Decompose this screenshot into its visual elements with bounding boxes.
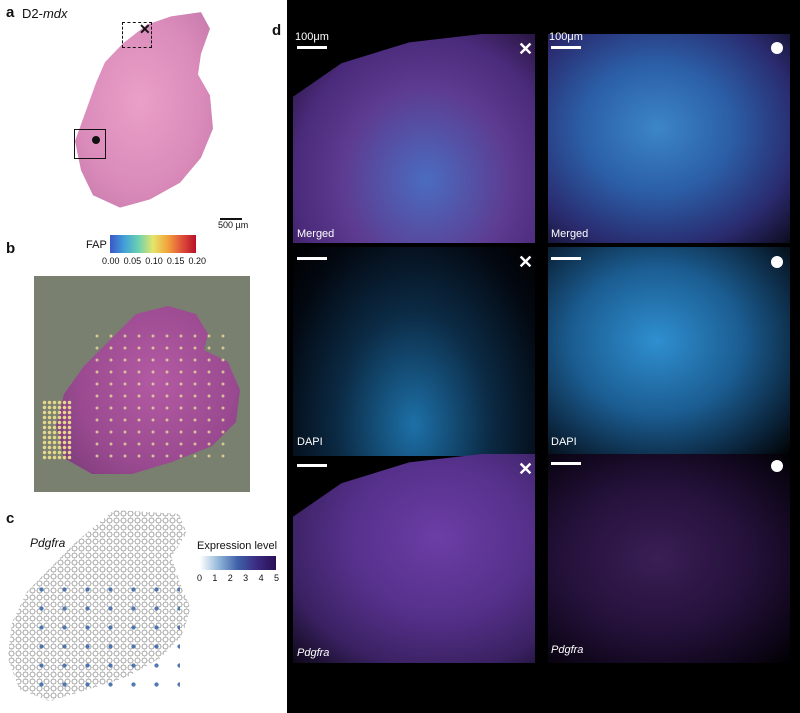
fap-tick: 0.00 [102, 256, 120, 266]
scalebar [551, 462, 581, 465]
inset-cross-marker: ✕ [139, 21, 151, 37]
panel-a-letter: a [6, 4, 15, 21]
dot-marker [771, 42, 783, 54]
fap-spot-scatter [90, 330, 230, 460]
panel-a-scale-label: 500 µm [218, 220, 249, 230]
panel-a-title-prefix: D2- [22, 6, 43, 21]
dapi-left-label: DAPI [297, 436, 323, 448]
fap-tick: 0.20 [188, 256, 206, 266]
inset-dot-marker [92, 136, 100, 144]
panel-a-title: D2-mdx [22, 6, 68, 21]
cross-marker: ✕ [518, 252, 534, 272]
scalebar-label: 100μm [295, 31, 329, 43]
inset-box-dot [74, 129, 106, 159]
panel-c-gene-label: Pdgfra [30, 536, 66, 550]
scalebar [297, 257, 327, 260]
dot-marker [771, 256, 783, 268]
scalebar [297, 46, 327, 49]
expression-tick: 2 [227, 573, 233, 583]
cross-marker: ✕ [518, 459, 534, 479]
expression-colorbar [200, 556, 276, 570]
fap-tick: 0.05 [123, 256, 142, 266]
pdgfra-left-image [293, 454, 535, 663]
expression-ticks: 0 1 2 3 4 5 [197, 573, 279, 583]
pdgfra-right-image [548, 454, 790, 663]
panel-c-letter: c [6, 510, 15, 527]
fap-legend-label: FAP [86, 239, 107, 251]
scalebar [297, 464, 327, 467]
expression-tick: 0 [197, 573, 203, 583]
dapi-right-image [548, 247, 790, 456]
merged-right-image [548, 34, 790, 243]
inset-box-cross [122, 22, 152, 48]
expression-tick: 1 [212, 573, 218, 583]
pdgfra-right-label: Pdgfra [551, 644, 584, 656]
expression-tick: 4 [258, 573, 264, 583]
panel-a-scalebar [220, 218, 242, 220]
fap-spot-cluster [42, 400, 72, 460]
fap-colorbar [110, 235, 196, 253]
cross-marker: ✕ [518, 39, 534, 59]
fap-colorbar-ticks: 0.00 0.05 0.10 0.15 0.20 [102, 256, 206, 266]
scalebar-label: 100μm [549, 31, 583, 43]
merged-left-image [293, 34, 535, 243]
scalebar [551, 46, 581, 49]
fap-tick: 0.15 [166, 256, 185, 266]
panel-b-letter: b [6, 240, 16, 257]
panel-d-letter: d [272, 22, 282, 39]
merged-right-label: Merged [551, 228, 589, 240]
panel-a-title-italic: mdx [42, 6, 68, 21]
dapi-right-label: DAPI [551, 436, 577, 448]
expression-legend-title: Expression level [197, 540, 278, 552]
expression-tick: 5 [273, 573, 279, 583]
fap-tick: 0.10 [145, 256, 163, 266]
dot-marker [771, 460, 783, 472]
expression-tick: 3 [243, 573, 249, 583]
scalebar [551, 257, 581, 260]
dapi-left-image [293, 247, 535, 456]
pdgfra-left-label: Pdgfra [297, 647, 330, 659]
merged-left-label: Merged [297, 228, 335, 240]
pdgfra-spot-highlights [30, 580, 180, 690]
